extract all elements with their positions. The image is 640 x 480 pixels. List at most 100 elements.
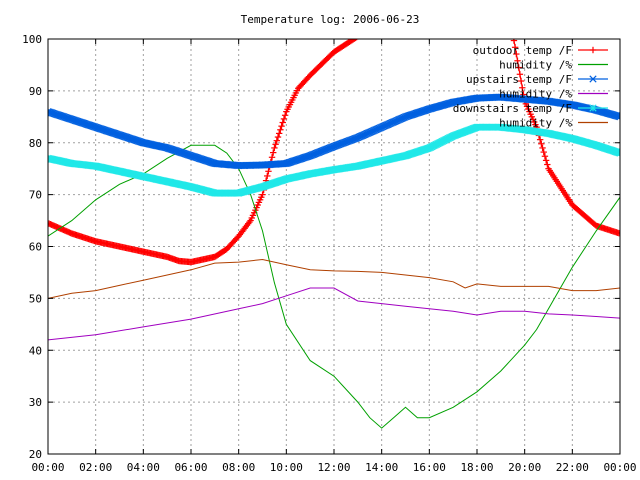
series-point (411, 27, 417, 33)
series-point (538, 140, 545, 147)
series-point (539, 144, 546, 152)
series-point (465, 29, 471, 35)
series-point (357, 29, 363, 35)
series-point (281, 112, 289, 119)
series-point (501, 30, 507, 36)
series-point (502, 30, 508, 36)
series-point (405, 27, 411, 33)
series-point (421, 28, 427, 34)
series-point (475, 29, 481, 35)
series-point (384, 26, 390, 32)
series-point (362, 26, 368, 32)
series-point (438, 28, 444, 34)
series-point (393, 27, 399, 33)
series-point (505, 30, 511, 36)
series-point (487, 30, 493, 36)
series-point-d2 (599, 108, 607, 116)
series-point (508, 31, 514, 37)
series-point (417, 27, 423, 33)
series-point-d2 (615, 114, 620, 121)
series-point (431, 28, 437, 34)
series-point (462, 29, 468, 35)
series-point-d2 (597, 107, 605, 116)
series-point (452, 29, 458, 35)
series-point (456, 29, 462, 35)
series-point (510, 39, 518, 44)
series-point (457, 29, 463, 35)
series-point (436, 28, 442, 34)
series-point (541, 153, 549, 160)
series-point (390, 26, 396, 32)
series-point-d2 (616, 115, 620, 121)
series-point (415, 27, 421, 33)
series-point (429, 28, 435, 34)
grid-lines (48, 39, 620, 454)
series-point (374, 26, 380, 32)
series-point (469, 29, 475, 35)
series-line (48, 144, 620, 429)
series-point (375, 26, 381, 32)
series-point (544, 161, 551, 168)
series-point (515, 64, 522, 71)
series-point (542, 157, 550, 164)
series-point (259, 191, 266, 198)
series-point (467, 29, 473, 35)
series-point (272, 141, 279, 148)
series-point (426, 28, 432, 34)
series-point (498, 30, 504, 36)
series-point (485, 30, 491, 36)
series-point (516, 71, 524, 78)
series-point (488, 30, 494, 36)
series-point (399, 27, 405, 33)
series-point (376, 26, 382, 32)
series-point (513, 50, 520, 58)
series-point-d2 (162, 144, 170, 152)
series-point (477, 30, 483, 36)
series-point (450, 29, 456, 35)
series-point (517, 77, 525, 85)
series-point (413, 27, 419, 33)
series-1 (48, 25, 620, 266)
series-point (514, 57, 521, 64)
series-2 (48, 144, 620, 429)
series-4 (48, 287, 620, 341)
series-point-d2 (611, 111, 619, 120)
series-point (460, 29, 466, 35)
series-point (398, 27, 404, 33)
series-point (407, 27, 413, 33)
series-point (273, 137, 280, 144)
series-point-d2 (603, 109, 611, 117)
series-point (370, 26, 376, 32)
series-point (373, 26, 379, 32)
series-point (265, 168, 272, 175)
series-point (471, 29, 477, 35)
series-point (451, 29, 457, 35)
series-point (425, 28, 431, 34)
series-point (403, 27, 409, 33)
series-point (495, 30, 501, 36)
series-point-d2 (48, 108, 52, 113)
series-point (506, 30, 512, 36)
series-point (367, 26, 373, 32)
series-3 (48, 93, 620, 170)
series-point (490, 30, 496, 36)
series-point (443, 28, 449, 34)
series-point (389, 26, 395, 32)
series-point (264, 172, 271, 180)
series-point (493, 30, 499, 36)
series-point (616, 113, 620, 121)
series-point (369, 26, 375, 32)
series-point (468, 29, 474, 35)
series-point (388, 26, 394, 32)
series-point (361, 25, 367, 31)
series-point (368, 26, 374, 32)
series-point (511, 44, 519, 51)
series-point (396, 27, 402, 33)
series-point (489, 30, 495, 36)
series-point (510, 31, 516, 37)
series-point-d2 (600, 108, 609, 117)
series-point (439, 28, 445, 34)
series-point-d1 (616, 113, 620, 118)
series-point (356, 31, 362, 37)
series-point (448, 28, 454, 34)
